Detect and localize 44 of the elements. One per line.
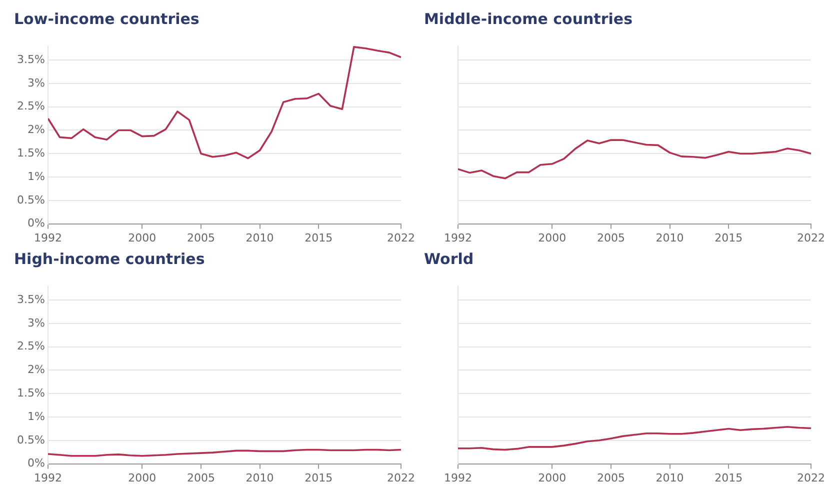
x-tick-label: 2015 bbox=[714, 231, 743, 244]
x-tick-label: 2010 bbox=[656, 231, 684, 244]
x-tick-label: 2000 bbox=[128, 231, 156, 244]
x-tick-label: 2022 bbox=[797, 231, 826, 244]
x-tick-label: 2000 bbox=[538, 231, 566, 244]
y-tick-label: 1% bbox=[28, 170, 45, 183]
y-tick-label: 0% bbox=[28, 216, 45, 230]
y-tick-label: 1.5% bbox=[17, 386, 45, 400]
x-tick-label: 2005 bbox=[186, 231, 215, 244]
y-tick-label: 1.5% bbox=[17, 146, 45, 160]
x-tick-label: 2015 bbox=[714, 471, 743, 484]
x-tick-label: 2005 bbox=[186, 471, 215, 484]
chart-title: Middle-income countries bbox=[423, 9, 634, 30]
x-tick-label: 2000 bbox=[538, 471, 566, 484]
x-tick-label: 2005 bbox=[596, 471, 625, 484]
y-tick-label: 3.5% bbox=[17, 292, 45, 306]
x-tick-label: 1992 bbox=[444, 471, 472, 484]
x-tick-label: 2005 bbox=[596, 231, 625, 244]
x-tick-label: 2022 bbox=[387, 231, 416, 244]
x-tick-label: 2022 bbox=[797, 471, 826, 484]
x-tick-label: 1992 bbox=[444, 231, 472, 244]
y-tick-label: 0.5% bbox=[17, 193, 45, 206]
chart-title: Low-income countries bbox=[13, 9, 200, 30]
x-tick-label: 2022 bbox=[387, 471, 416, 484]
y-tick-label: 0% bbox=[28, 456, 45, 470]
y-tick-label: 3% bbox=[28, 316, 45, 330]
x-tick-label: 2000 bbox=[128, 471, 156, 484]
y-tick-label: 2% bbox=[28, 123, 45, 136]
x-tick-label: 2010 bbox=[246, 231, 274, 244]
y-tick-label: 2.5% bbox=[17, 100, 45, 113]
x-tick-label: 2015 bbox=[304, 231, 333, 244]
y-tick-label: 3% bbox=[28, 76, 45, 90]
x-tick-label: 1992 bbox=[34, 231, 62, 244]
y-tick-label: 3.5% bbox=[17, 52, 45, 66]
chart-title: High-income countries bbox=[13, 249, 206, 270]
y-tick-label: 2.5% bbox=[17, 340, 45, 353]
x-tick-label: 1992 bbox=[34, 471, 62, 484]
y-tick-label: 0.5% bbox=[17, 433, 45, 446]
x-tick-label: 2015 bbox=[304, 471, 333, 484]
chart-title: World bbox=[423, 249, 475, 270]
y-tick-label: 1% bbox=[28, 410, 45, 423]
y-tick-label: 2% bbox=[28, 363, 45, 376]
x-tick-label: 2010 bbox=[246, 471, 274, 484]
x-tick-label: 2010 bbox=[656, 471, 684, 484]
